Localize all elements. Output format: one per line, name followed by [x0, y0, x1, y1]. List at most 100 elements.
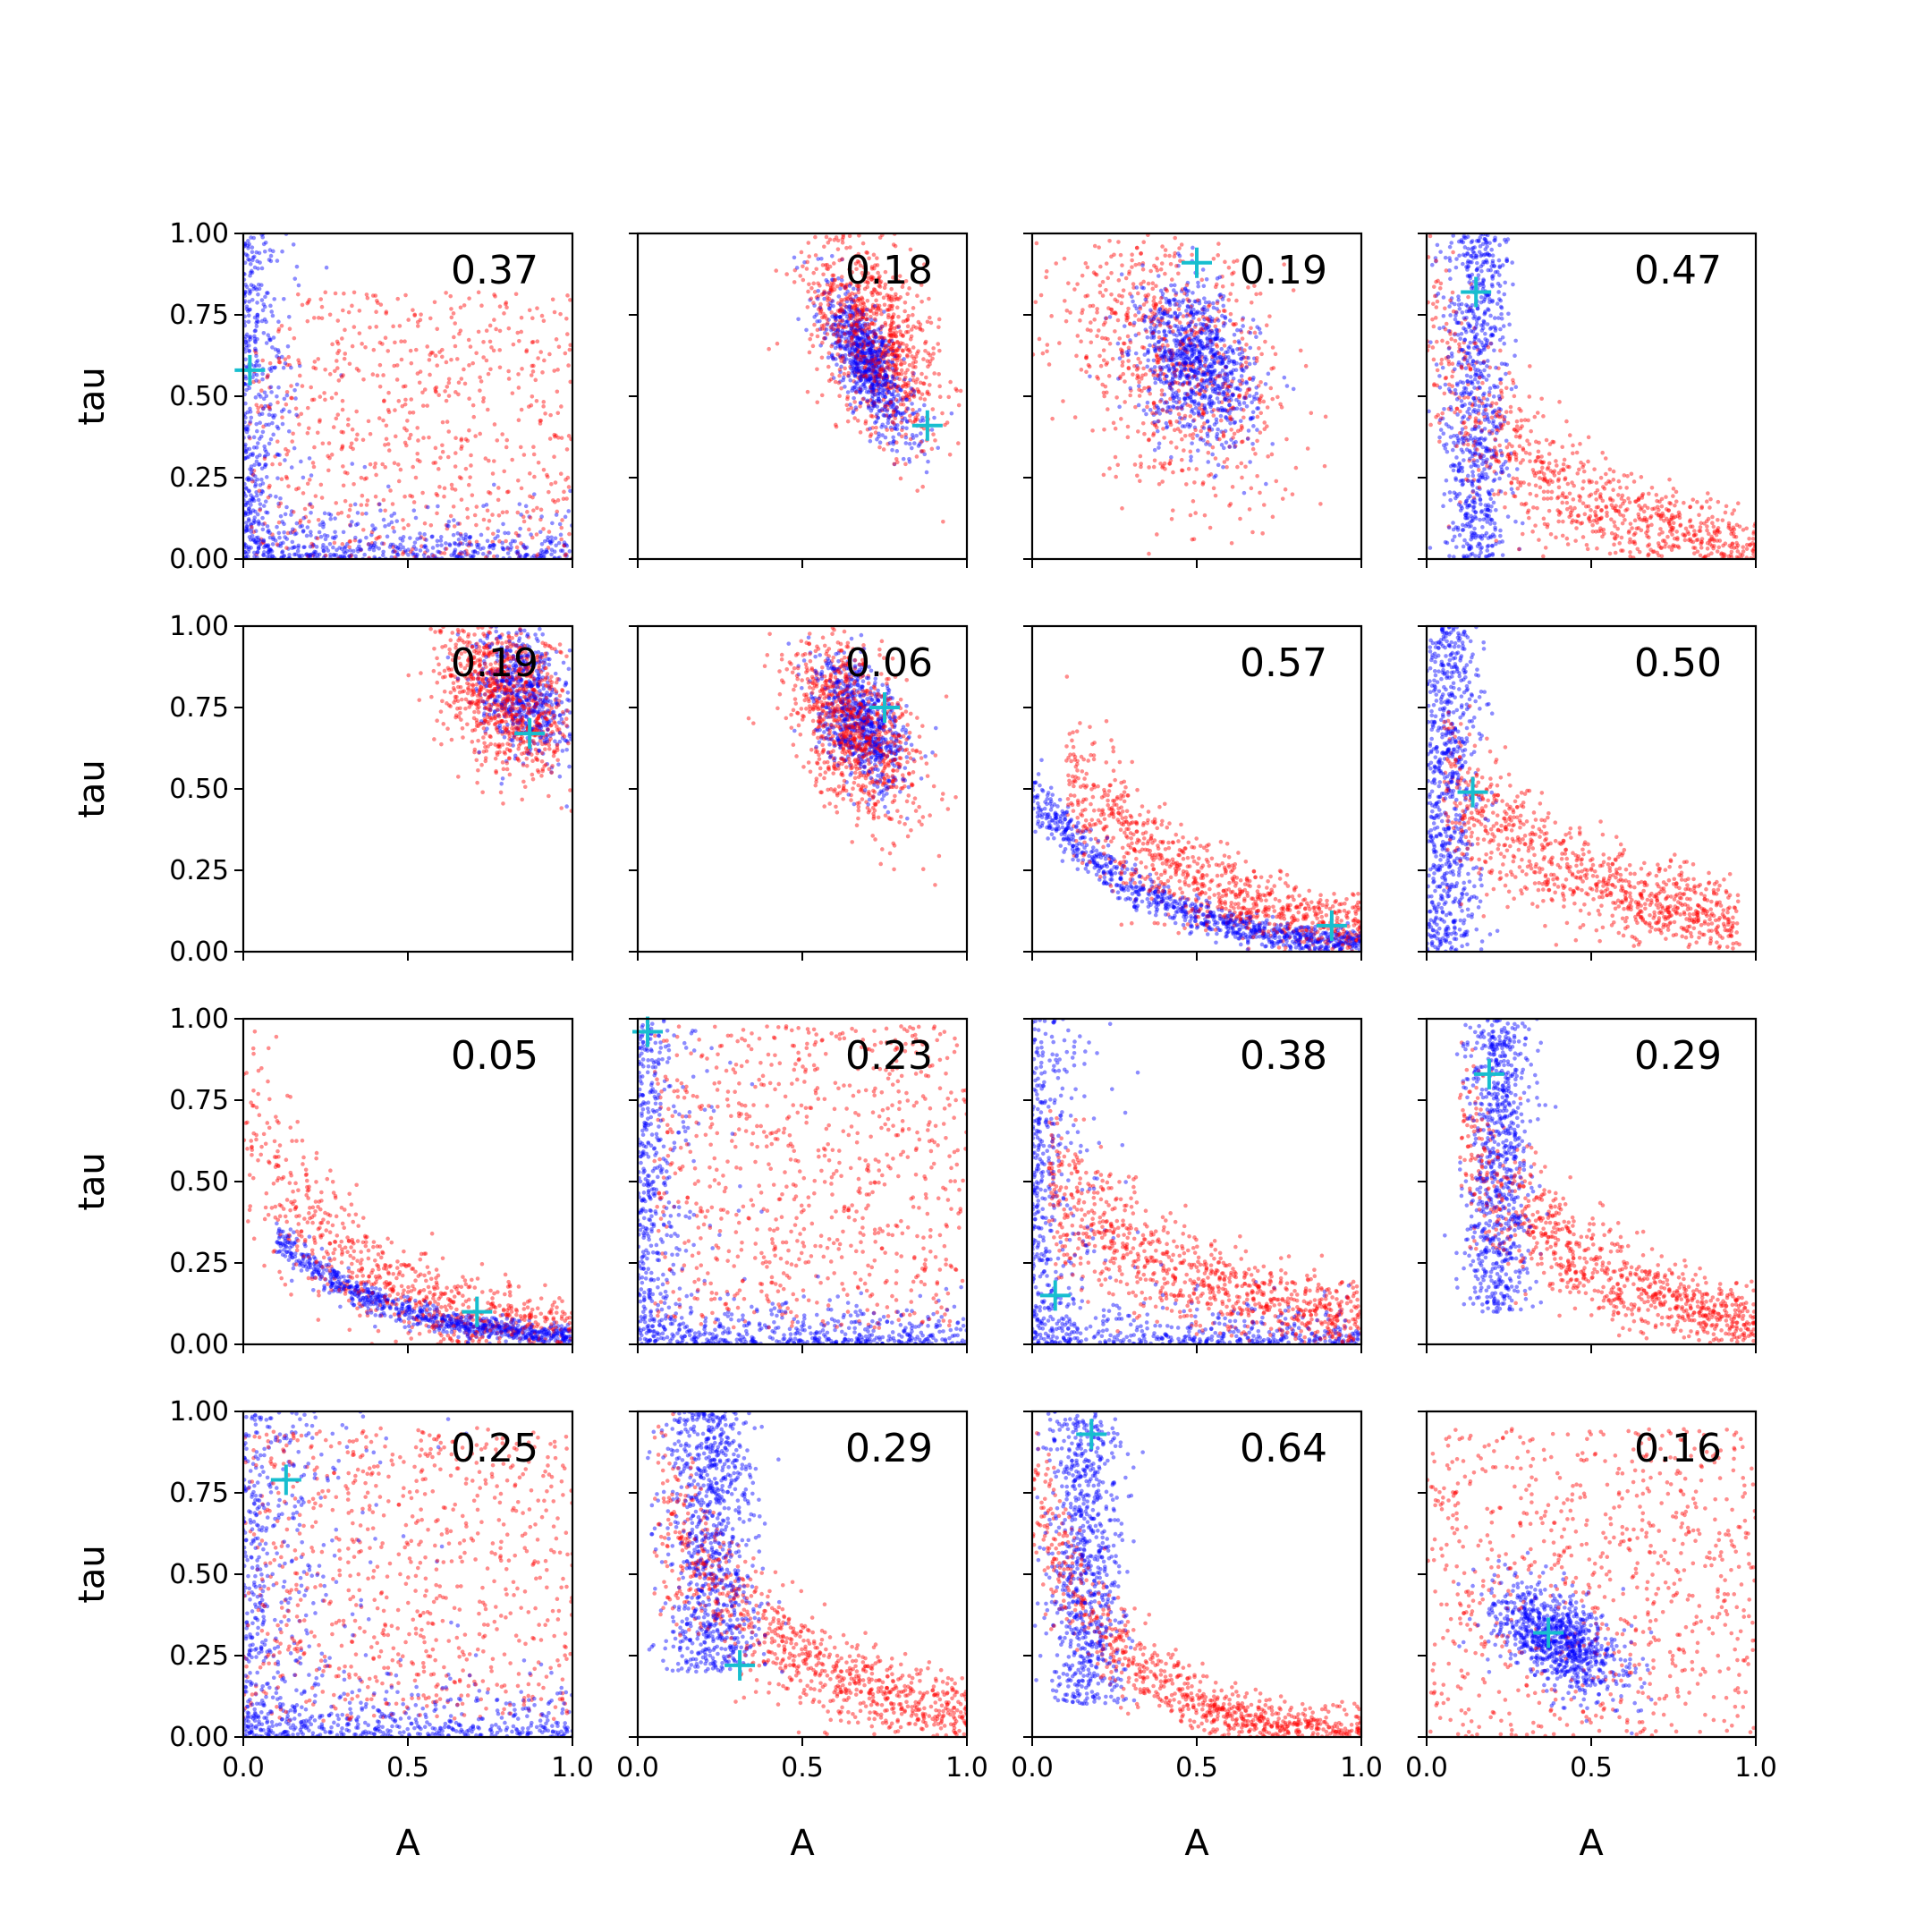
blue-point — [492, 543, 496, 547]
red-point — [873, 364, 878, 369]
red-point — [250, 472, 256, 478]
red-point — [431, 461, 436, 465]
red-point — [373, 462, 378, 466]
blue-point — [1208, 394, 1213, 399]
blue-point — [250, 258, 255, 263]
blue-point — [263, 294, 267, 300]
red-point — [384, 423, 389, 428]
red-point — [554, 337, 559, 342]
red-point — [486, 371, 491, 377]
blue-point — [857, 328, 862, 333]
red-point — [564, 496, 569, 501]
blue-point — [854, 354, 860, 360]
blue-point — [1168, 411, 1173, 415]
blue-point — [1212, 422, 1217, 427]
blue-point — [1216, 318, 1221, 323]
red-point — [1140, 420, 1146, 426]
blue-point — [246, 319, 251, 325]
red-point — [812, 290, 818, 294]
blue-point — [858, 350, 863, 354]
blue-point — [849, 326, 854, 331]
blue-point — [869, 353, 874, 358]
blue-point — [529, 532, 533, 537]
red-point — [1085, 265, 1090, 270]
red-point — [905, 368, 910, 372]
red-point — [303, 514, 309, 520]
red-point — [848, 297, 853, 302]
blue-point — [251, 538, 257, 542]
blue-point — [890, 419, 895, 425]
red-point — [858, 350, 863, 354]
blue-point — [860, 371, 865, 377]
red-point — [1169, 277, 1174, 282]
red-point — [1254, 355, 1259, 360]
red-point — [292, 528, 297, 533]
red-point — [899, 371, 904, 377]
blue-point — [1174, 361, 1179, 366]
blue-point — [874, 354, 879, 359]
blue-point — [491, 542, 496, 547]
blue-point — [854, 381, 860, 386]
blue-point — [261, 396, 267, 402]
blue-point — [1224, 415, 1228, 419]
blue-point — [865, 343, 870, 348]
red-point — [1105, 407, 1110, 411]
blue-point — [463, 538, 468, 543]
red-point — [908, 436, 913, 442]
red-point — [547, 530, 552, 534]
red-point — [293, 406, 299, 411]
blue-point — [860, 335, 866, 340]
red-point — [953, 386, 958, 392]
red-point — [297, 373, 302, 378]
red-point — [861, 301, 867, 306]
red-point — [820, 340, 825, 345]
red-point — [330, 342, 335, 347]
red-point — [919, 300, 924, 304]
blue-point — [256, 266, 260, 271]
red-point — [1191, 499, 1196, 504]
red-point — [855, 357, 860, 361]
blue-point — [380, 553, 386, 558]
red-point — [372, 465, 377, 470]
red-point — [1137, 261, 1141, 267]
red-point — [886, 359, 891, 363]
red-point — [838, 346, 843, 351]
red-point — [879, 353, 885, 359]
blue-point — [326, 512, 332, 516]
blue-point — [1160, 365, 1165, 370]
blue-point — [846, 339, 852, 344]
blue-point — [244, 528, 250, 533]
blue-point — [862, 370, 867, 376]
blue-point — [1143, 314, 1148, 319]
red-point — [556, 344, 562, 350]
red-point — [844, 295, 850, 301]
red-point — [481, 399, 486, 404]
red-point — [519, 315, 524, 320]
blue-point — [253, 509, 258, 514]
red-point — [879, 365, 884, 369]
blue-point — [860, 342, 865, 347]
blue-point — [251, 371, 257, 377]
blue-point — [1182, 396, 1187, 402]
red-point — [911, 389, 916, 394]
red-point — [882, 335, 887, 341]
blue-point — [1162, 321, 1166, 326]
red-point — [911, 394, 917, 399]
blue-point — [1133, 351, 1139, 356]
blue-point — [305, 554, 310, 558]
blue-point — [849, 351, 854, 356]
blue-point — [889, 404, 894, 410]
blue-point — [331, 552, 336, 557]
red-point — [849, 313, 854, 318]
red-point — [506, 489, 511, 495]
blue-point — [515, 549, 521, 554]
red-point — [852, 332, 857, 336]
blue-point — [904, 397, 910, 402]
blue-point — [874, 339, 878, 344]
blue-point — [260, 308, 266, 313]
red-point — [459, 436, 464, 442]
blue-point — [251, 435, 257, 440]
blue-point — [818, 306, 823, 310]
blue-point — [853, 405, 859, 411]
